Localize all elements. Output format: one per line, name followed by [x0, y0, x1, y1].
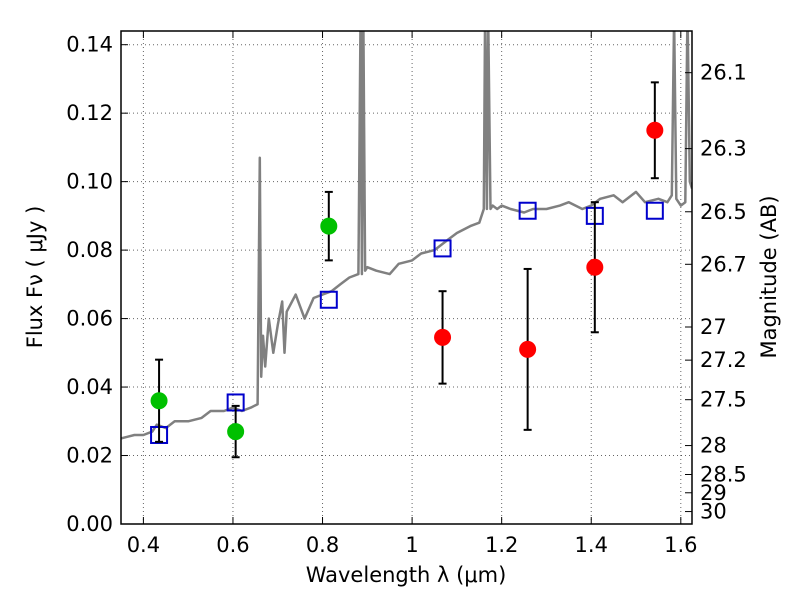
y2-tick-label: 26.3 — [700, 137, 747, 161]
model-photometry-square — [518, 201, 537, 220]
y-tick-label: 0.08 — [66, 238, 113, 262]
y-tick-label: 0.12 — [66, 101, 113, 125]
model-photometry-square — [645, 201, 664, 220]
axis-ticks: 0.4 0.6 0.8 1 1.2 1.4 1.6 0.00 0.02 0.04 0.06 0.08 0… — [66, 31, 747, 557]
y-tick-label: 0.10 — [66, 170, 113, 194]
plot-area — [121, 31, 692, 459]
y2-axis-label: Magnitude (AB) — [757, 195, 781, 358]
model-photometry-square — [433, 239, 452, 258]
observed-point-green — [320, 217, 338, 235]
plot-frame — [120, 30, 693, 525]
x-tick-label: 0.8 — [306, 533, 339, 557]
axes-frame — [120, 30, 693, 525]
x-tick-label: 1.2 — [485, 533, 518, 557]
y2-tick-label: 30 — [700, 500, 727, 524]
observed-point-red — [646, 121, 664, 139]
model-photometry-square — [319, 290, 338, 309]
y-tick-label: 0.02 — [66, 444, 113, 468]
observed-point-green — [227, 423, 245, 441]
y2-tick-label: 27.2 — [700, 348, 747, 372]
x-tick-label: 0.4 — [127, 533, 160, 557]
y2-tick-label: 27.5 — [700, 388, 747, 412]
y-tick-label: 0.00 — [66, 512, 113, 536]
y2-tick-label: 27 — [700, 315, 727, 339]
y2-tick-label: 28.5 — [700, 463, 747, 487]
y-tick-label: 0.06 — [66, 307, 113, 331]
observed-point-red — [586, 258, 604, 276]
y2-tick-label: 28 — [700, 434, 727, 458]
y2-tick-label: 26.5 — [700, 200, 747, 224]
x-tick-label: 1.6 — [664, 533, 697, 557]
y-tick-label: 0.04 — [66, 375, 113, 399]
y2-tick-label: 29 — [700, 481, 727, 505]
y-tick-label: 0.14 — [66, 33, 113, 57]
observed-point-red — [434, 328, 452, 346]
x-axis-label: Wavelength λ (μm) — [306, 563, 507, 587]
y2-tick-label: 26.7 — [700, 252, 747, 276]
x-tick-label: 1.4 — [575, 533, 608, 557]
y2-tick-label: 26.1 — [700, 61, 747, 85]
observed-point-red — [519, 340, 537, 358]
observed-point-green — [150, 392, 168, 410]
x-tick-label: 1 — [405, 533, 418, 557]
y-axis-label: Flux Fν ( μJy ) — [23, 206, 47, 349]
x-tick-label: 0.6 — [216, 533, 249, 557]
model-spectrum-line — [121, 31, 692, 440]
grid-lines — [121, 31, 692, 525]
